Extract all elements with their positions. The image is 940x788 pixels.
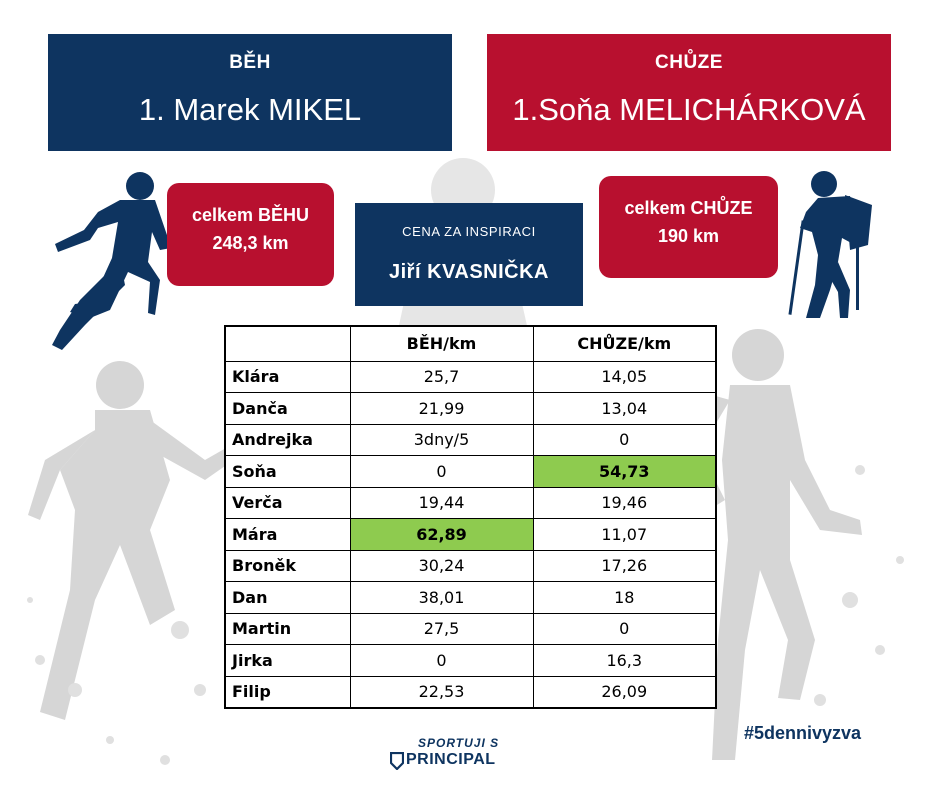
- header-walk-column: CHŮZE/km: [532, 325, 717, 362]
- table-row: Andrejka 3dny/5 0: [224, 423, 717, 456]
- table-row: Broněk 30,24 17,26: [224, 549, 717, 582]
- runner-icon: [52, 172, 182, 350]
- row-run-km: 0: [349, 455, 534, 488]
- run-total-label: celkem BĚHU: [191, 205, 310, 225]
- table-row: Klára 25,7 14,05: [224, 360, 717, 393]
- row-walk-km: 16,3: [532, 644, 717, 677]
- row-run-km: 19,44: [349, 486, 534, 519]
- row-run-km: 30,24: [349, 549, 534, 582]
- row-run-km: 38,01: [349, 581, 534, 614]
- run-total-badge: celkem BĚHU 248,3 km: [167, 183, 334, 286]
- row-name: Mára: [224, 518, 351, 551]
- table-row: Martin 27,5 0: [224, 612, 717, 645]
- table-row: Mára 62,89 11,07: [224, 518, 717, 551]
- results-table: BĚH/km CHŮZE/km Klára 25,7 14,05 Danča 2…: [224, 325, 717, 709]
- hashtag: #5dennivyzva: [744, 723, 862, 743]
- table-row: Danča 21,99 13,04: [224, 392, 717, 425]
- header-name-column: [224, 325, 351, 362]
- row-run-km: 21,99: [349, 392, 534, 425]
- hiker-icon: [788, 171, 872, 318]
- table-row: Dan 38,01 18: [224, 581, 717, 614]
- header-run-column: BĚH/km: [349, 325, 534, 362]
- row-walk-km: 17,26: [532, 549, 717, 582]
- row-walk-km: 0: [532, 423, 717, 456]
- row-run-km: 22,53: [349, 675, 534, 708]
- row-name: Broněk: [224, 549, 351, 582]
- row-run-km: 3dny/5: [349, 423, 534, 456]
- row-name: Danča: [224, 392, 351, 425]
- walk-winner-name: 1.Soňa MELICHÁRKOVÁ: [512, 92, 866, 127]
- row-name: Soňa: [224, 455, 351, 488]
- shield-icon: [390, 752, 404, 770]
- row-name: Andrejka: [224, 423, 351, 456]
- logo-brand: PRINCIPAL: [406, 751, 496, 768]
- table-row: Soňa 0 54,73: [224, 455, 717, 488]
- row-name: Klára: [224, 360, 351, 393]
- table-row: Verča 19,44 19,46: [224, 486, 717, 519]
- row-run-km-best: 62,89: [349, 518, 534, 551]
- row-walk-km: 18: [532, 581, 717, 614]
- inspiration-award-panel: CENA ZA INSPIRACI Jiří KVASNIČKA: [355, 203, 583, 306]
- splatter-decoration: [27, 465, 904, 765]
- walk-total-label: celkem CHŮZE: [624, 198, 753, 218]
- run-winner-name: 1. Marek MIKEL: [138, 92, 362, 127]
- walk-winner-panel: CHŮZE 1.Soňa MELICHÁRKOVÁ: [487, 34, 891, 151]
- table-row: Jirka 0 16,3: [224, 644, 717, 677]
- row-walk-km: 11,07: [532, 518, 717, 551]
- walk-total-value: 190 km: [657, 226, 720, 246]
- row-name: Jirka: [224, 644, 351, 677]
- table-row: Filip 22,53 26,09: [224, 675, 717, 708]
- logo-tagline: SPORTUJI S: [418, 736, 500, 750]
- row-name: Martin: [224, 612, 351, 645]
- row-walk-km-best: 54,73: [532, 455, 717, 488]
- walk-total-badge: celkem CHŮZE 190 km: [599, 176, 778, 278]
- row-run-km: 27,5: [349, 612, 534, 645]
- run-total-value: 248,3 km: [212, 233, 289, 253]
- principal-logo: SPORTUJI S PRINCIPAL: [388, 736, 528, 772]
- row-run-km: 0: [349, 644, 534, 677]
- row-name: Verča: [224, 486, 351, 519]
- row-walk-km: 14,05: [532, 360, 717, 393]
- run-category-title: BĚH: [229, 52, 271, 73]
- row-walk-km: 19,46: [532, 486, 717, 519]
- row-walk-km: 0: [532, 612, 717, 645]
- row-name: Dan: [224, 581, 351, 614]
- ghost-runner-left-icon: [28, 361, 245, 720]
- inspiration-award-label: CENA ZA INSPIRACI: [402, 224, 536, 239]
- row-name: Filip: [224, 675, 351, 708]
- row-walk-km: 26,09: [532, 675, 717, 708]
- row-run-km: 25,7: [349, 360, 534, 393]
- row-walk-km: 13,04: [532, 392, 717, 425]
- run-winner-panel: BĚH 1. Marek MIKEL: [48, 34, 452, 151]
- inspiration-award-winner: Jiří KVASNIČKA: [389, 261, 549, 283]
- walk-category-title: CHŮZE: [655, 52, 723, 73]
- table-header-row: BĚH/km CHŮZE/km: [224, 325, 717, 362]
